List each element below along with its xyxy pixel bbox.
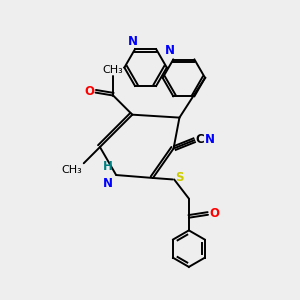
Text: N: N (206, 133, 215, 146)
Text: CH₃: CH₃ (61, 165, 82, 175)
Text: H: H (103, 160, 112, 173)
Text: S: S (176, 172, 184, 184)
Text: N: N (165, 44, 175, 57)
Text: C: C (196, 133, 204, 146)
Text: N: N (128, 35, 138, 48)
Text: CH₃: CH₃ (103, 65, 124, 75)
Text: N: N (103, 177, 112, 190)
Text: O: O (209, 207, 220, 220)
Text: O: O (84, 85, 94, 98)
